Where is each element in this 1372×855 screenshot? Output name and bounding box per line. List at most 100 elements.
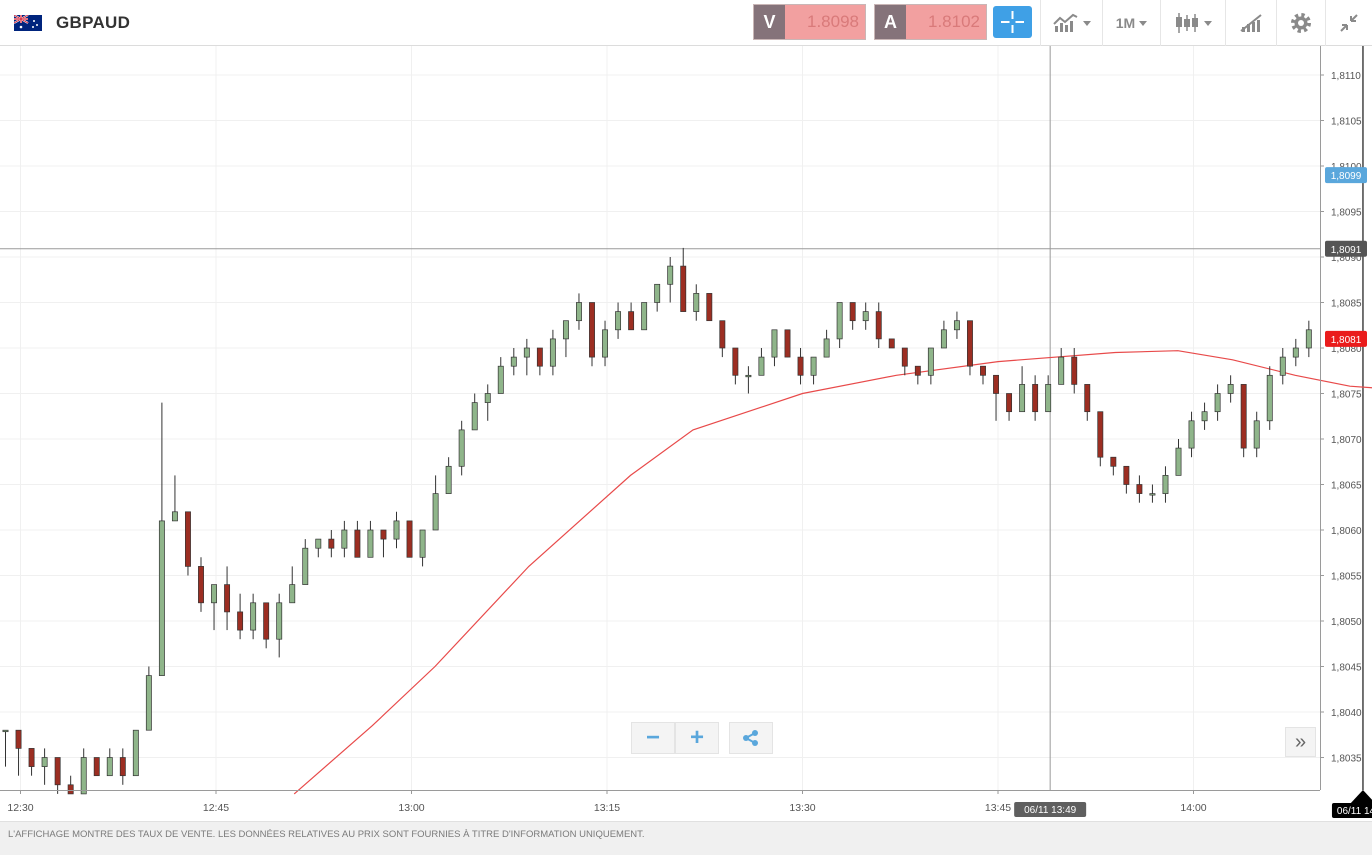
candle-body bbox=[15, 729, 22, 749]
candle bbox=[745, 366, 752, 394]
crosshair-price-tag: 1,8091 bbox=[1325, 240, 1367, 257]
drawing-tools-button[interactable] bbox=[1225, 0, 1276, 46]
candle bbox=[602, 320, 608, 367]
expand-panel-button[interactable]: » bbox=[1285, 727, 1316, 757]
candle-body bbox=[1292, 347, 1299, 358]
candle bbox=[875, 302, 882, 348]
settings-button[interactable] bbox=[1276, 0, 1325, 46]
instrument-symbol: GBPAUD bbox=[56, 13, 131, 32]
candle-body bbox=[732, 347, 739, 376]
zoom-out-button[interactable]: − bbox=[631, 722, 675, 754]
candle-body bbox=[106, 757, 113, 777]
chart-grid bbox=[0, 46, 1320, 790]
candle-body bbox=[2, 729, 9, 733]
candle-body bbox=[927, 347, 934, 376]
price-tick-label: 1,8090 bbox=[1331, 253, 1362, 264]
candle bbox=[1227, 375, 1234, 403]
candle-body bbox=[693, 293, 700, 312]
candle-body bbox=[237, 611, 244, 631]
candle bbox=[302, 539, 309, 585]
candle-body bbox=[41, 757, 48, 767]
candle-body bbox=[719, 320, 726, 349]
candle bbox=[1253, 411, 1260, 458]
candle bbox=[198, 557, 204, 612]
time-tick-label: 12:30 bbox=[7, 802, 33, 814]
buy-price-button[interactable]: A 1.8102 bbox=[874, 4, 987, 40]
candle-body bbox=[445, 465, 452, 494]
candle bbox=[41, 748, 48, 785]
event-marker-tag[interactable]: 06/11 14:13 bbox=[1331, 790, 1372, 818]
candle-body bbox=[1227, 384, 1234, 394]
candle-body bbox=[1149, 493, 1156, 496]
candle bbox=[667, 257, 674, 303]
candle-body bbox=[810, 356, 817, 376]
event-marker-label: 06/11 14:13 bbox=[1337, 806, 1372, 817]
candle-body bbox=[211, 584, 217, 604]
candle bbox=[1188, 411, 1195, 458]
indicators-button[interactable] bbox=[1040, 0, 1102, 46]
candle bbox=[940, 320, 947, 349]
candle-body bbox=[1253, 420, 1260, 449]
price-tick-label: 1,8035 bbox=[1331, 754, 1362, 765]
share-button[interactable] bbox=[729, 722, 773, 754]
chart-type-dropdown[interactable] bbox=[1160, 0, 1225, 46]
candle-body bbox=[380, 529, 387, 540]
candle-body bbox=[289, 584, 296, 604]
crosshair-time-label: 06/11 13:49 bbox=[1024, 805, 1077, 816]
candle bbox=[1214, 384, 1221, 421]
candle-body bbox=[406, 520, 413, 558]
candle-body bbox=[1019, 384, 1026, 413]
zoom-in-button[interactable]: + bbox=[675, 722, 719, 754]
candle-body bbox=[484, 393, 491, 403]
candle bbox=[67, 775, 74, 795]
candle-body bbox=[315, 538, 322, 549]
timeframe-dropdown[interactable]: 1M bbox=[1102, 0, 1160, 46]
price-chart[interactable]: 1,8035 1,8040 1,8045 1,8050 1,8055 1,8060 1,80… bbox=[0, 46, 1372, 821]
candle-body bbox=[250, 602, 257, 631]
candle bbox=[862, 302, 869, 330]
candle bbox=[510, 348, 517, 376]
time-tick-label: 13:15 bbox=[594, 802, 620, 814]
candle-body bbox=[1305, 329, 1312, 349]
candle-body bbox=[615, 311, 622, 331]
candle-body bbox=[654, 283, 661, 303]
candle bbox=[693, 284, 700, 321]
candle bbox=[185, 511, 191, 576]
candle bbox=[549, 329, 556, 376]
uk-australia-flag-icon bbox=[14, 15, 42, 31]
moving-average-line bbox=[293, 350, 1372, 795]
candle bbox=[132, 729, 139, 777]
event-marker-lines bbox=[1362, 46, 1364, 790]
collapse-button[interactable] bbox=[1325, 0, 1372, 46]
share-icon bbox=[743, 730, 758, 746]
candle-body bbox=[458, 429, 465, 467]
candle bbox=[406, 520, 413, 558]
timeframe-label: 1M bbox=[1115, 15, 1136, 31]
candle bbox=[849, 302, 856, 330]
candle-body bbox=[745, 374, 752, 378]
candle-body bbox=[1032, 384, 1039, 413]
candle bbox=[419, 529, 426, 567]
candle bbox=[158, 402, 165, 676]
moving-average-layer bbox=[293, 350, 1372, 795]
candle bbox=[315, 538, 322, 558]
candle bbox=[810, 356, 817, 385]
price-tick-label: 1,8050 bbox=[1331, 617, 1362, 628]
candle bbox=[888, 338, 895, 349]
sell-price-button[interactable]: V 1.8098 bbox=[753, 4, 866, 40]
buy-price: 1.8102 bbox=[906, 5, 986, 39]
candle bbox=[1292, 338, 1299, 367]
candle-body bbox=[836, 302, 843, 340]
candle-body bbox=[993, 374, 999, 394]
candle bbox=[732, 347, 739, 385]
candle-body bbox=[419, 529, 426, 558]
candle bbox=[458, 420, 465, 476]
candle-body bbox=[953, 320, 960, 331]
candle-body bbox=[914, 365, 921, 376]
candle-body bbox=[758, 356, 765, 376]
candle bbox=[1149, 484, 1156, 503]
candle-body bbox=[1279, 356, 1286, 376]
crosshair-time-tag: 06/11 13:49 bbox=[1014, 802, 1087, 817]
crosshair-button[interactable] bbox=[993, 6, 1032, 38]
